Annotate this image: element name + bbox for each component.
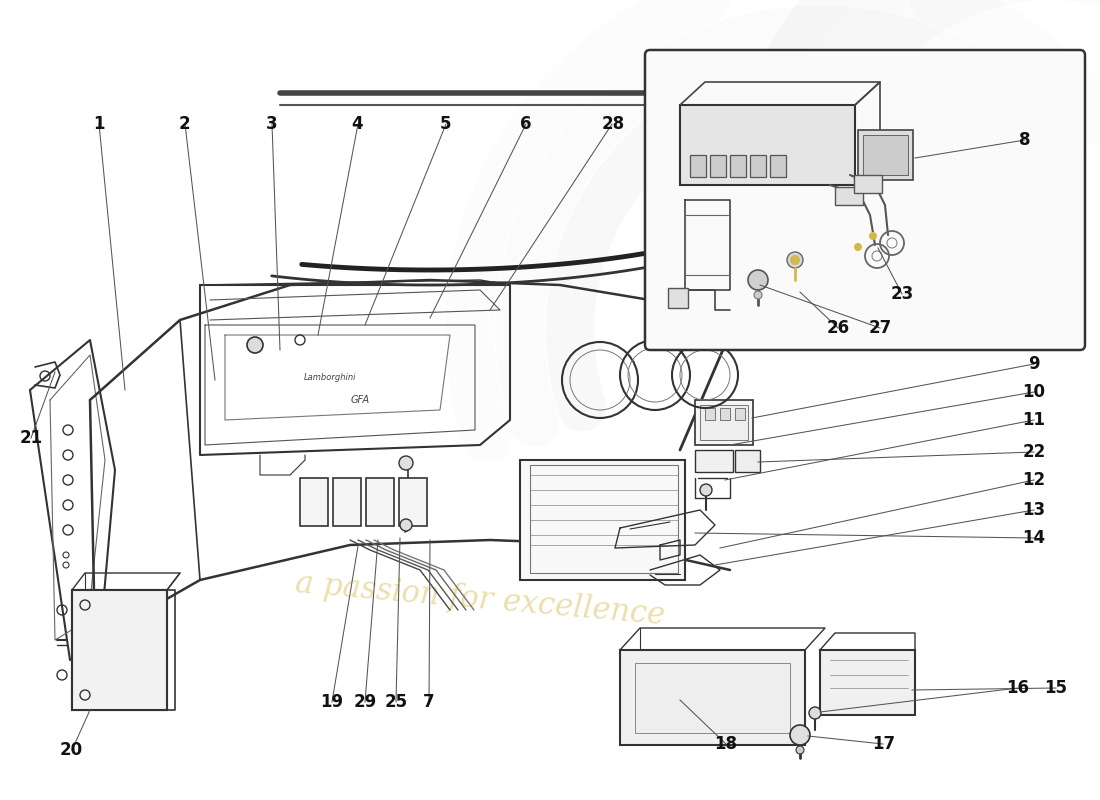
Circle shape [248,337,263,353]
Circle shape [790,725,810,745]
Text: 5: 5 [440,115,451,133]
Bar [854,175,882,193]
Bar [705,408,715,420]
Circle shape [748,270,768,290]
FancyBboxPatch shape [645,50,1085,350]
Bar [695,450,733,472]
Text: 20: 20 [59,742,84,759]
Bar [620,650,805,745]
Bar [770,155,786,177]
Bar [668,288,688,308]
Text: 21: 21 [19,430,43,447]
Text: 3: 3 [266,115,277,133]
Text: Lamborghini: Lamborghini [304,374,356,382]
Text: 23: 23 [890,286,914,303]
Text: 8: 8 [1020,131,1031,149]
Text: 22: 22 [1022,443,1046,461]
Bar [520,460,685,580]
Bar [300,478,328,526]
Text: 15: 15 [1045,679,1067,697]
Bar [864,135,907,175]
Bar [399,478,427,526]
Text: 1: 1 [94,115,104,133]
Circle shape [700,484,712,496]
Wedge shape [814,0,1100,200]
Text: 28: 28 [601,115,625,133]
Text: 25: 25 [384,694,408,711]
Bar [366,478,394,526]
Circle shape [400,519,412,531]
Circle shape [796,746,804,754]
Bar [680,105,855,185]
Bar [710,155,726,177]
Bar [72,590,167,710]
Bar [700,405,748,440]
Bar [858,130,913,180]
Circle shape [786,252,803,268]
Circle shape [399,456,412,470]
Text: 2: 2 [179,115,190,133]
Circle shape [808,707,821,719]
Text: 9: 9 [1028,355,1040,373]
Bar [695,400,754,445]
Bar [835,187,864,205]
Text: 27: 27 [868,319,892,337]
Text: 10: 10 [1023,383,1045,401]
Text: 16: 16 [1006,679,1028,697]
Text: 14: 14 [1022,529,1046,546]
Bar [690,155,706,177]
Text: 29: 29 [353,694,377,711]
Bar [635,663,790,733]
Bar [333,478,361,526]
Circle shape [854,243,862,251]
Bar [735,408,745,420]
Text: 7: 7 [424,694,434,711]
Circle shape [869,232,877,240]
Text: 12: 12 [1022,471,1046,489]
Wedge shape [735,0,1100,200]
Circle shape [754,291,762,299]
Text: 4: 4 [352,115,363,133]
Bar [820,650,915,715]
Bar [750,155,766,177]
Bar [735,450,760,472]
Bar [720,408,730,420]
Circle shape [790,255,800,265]
Text: 6: 6 [520,115,531,133]
Text: 19: 19 [320,694,344,711]
Text: a passion for excellence: a passion for excellence [294,568,667,632]
Bar [72,590,167,710]
Text: GFA: GFA [351,395,370,405]
Text: 17: 17 [871,735,895,753]
Bar [730,155,746,177]
Text: 11: 11 [1023,411,1045,429]
Text: 13: 13 [1022,501,1046,518]
Text: 26: 26 [826,319,850,337]
Wedge shape [774,0,1100,200]
Text: 18: 18 [715,735,737,753]
